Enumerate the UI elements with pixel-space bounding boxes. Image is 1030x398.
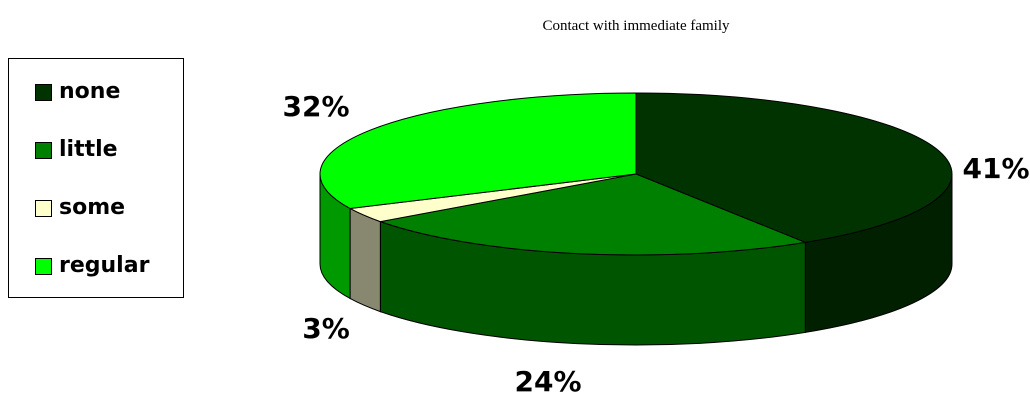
legend-label-some: some [59,195,126,220]
pie-label-little: 24% [514,365,581,398]
legend-swatch-regular [35,257,52,275]
legend-label-regular: regular [59,253,150,278]
pie-tops [319,92,953,256]
legend-swatch-some [35,199,52,217]
pie-label-some: 3% [302,312,350,345]
pie-label-regular: 32% [282,90,349,123]
pie-slice-regular [319,92,637,210]
chart-title: Contact with immediate family [542,18,730,34]
pie-label-none: 41% [962,152,1029,185]
pie-sides [319,173,953,346]
legend-item-little: little [35,137,118,163]
legend: none little some regular [8,58,184,298]
pie-slice-little [378,173,808,256]
pie-side-some [349,207,381,313]
legend-label-little: little [59,137,118,162]
legend-item-regular: regular [35,253,149,279]
legend-swatch-none [35,83,52,101]
legend-item-some: some [35,195,125,221]
legend-label-none: none [59,79,121,104]
legend-item-none: none [35,79,120,105]
pie-labels: 41% 24% 3% 32% [282,90,1029,398]
pie-slice-none [635,92,953,243]
legend-swatch-little [35,141,52,159]
